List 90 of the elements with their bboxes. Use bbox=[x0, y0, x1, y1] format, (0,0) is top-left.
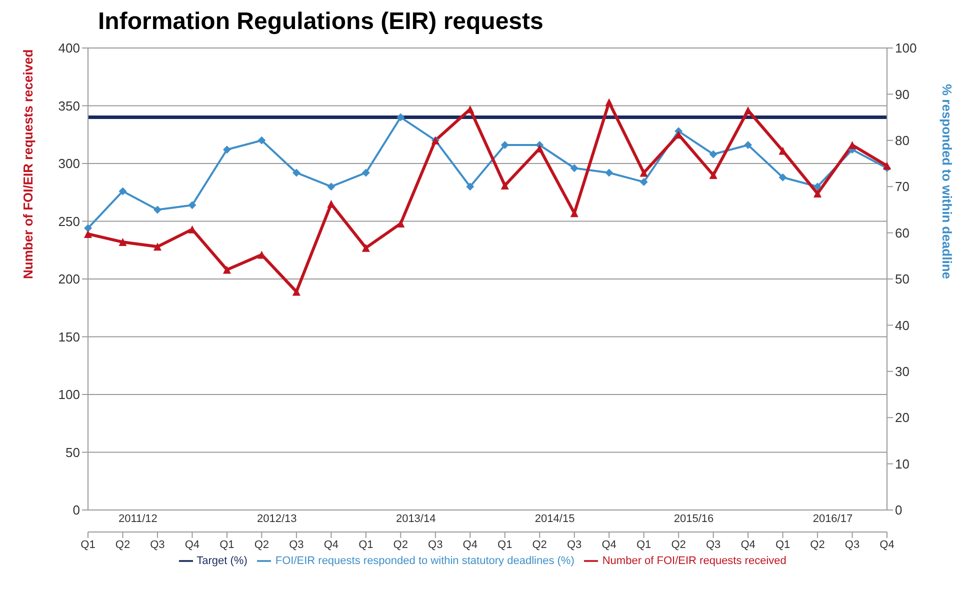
text: 2016/17 bbox=[812, 513, 853, 525]
point bbox=[222, 266, 231, 274]
y2-tick-label: 60 bbox=[895, 225, 910, 240]
y-tick-label: 50 bbox=[66, 444, 80, 460]
y2-tick-label: 40 bbox=[895, 318, 910, 333]
x-tick-label: Q2 bbox=[810, 538, 825, 551]
y-tick-label: 250 bbox=[58, 214, 80, 229]
x-tick-label: Q2 bbox=[115, 538, 130, 551]
point bbox=[396, 220, 405, 228]
x-tick-label: Q2 bbox=[671, 538, 686, 551]
point bbox=[222, 146, 231, 154]
x-tick-label: Q3 bbox=[150, 538, 165, 551]
point bbox=[396, 113, 405, 122]
x-tick-label: Q4 bbox=[880, 538, 894, 551]
text: 2014/15 bbox=[534, 513, 575, 525]
x-tick-label: Q1 bbox=[220, 538, 234, 551]
chart-title: Information Regulations (EIR) requests bbox=[97, 8, 544, 37]
y-tick-label: 100 bbox=[58, 387, 80, 402]
y-tick-label: 150 bbox=[58, 329, 80, 344]
x-tick-label: Q2 bbox=[393, 538, 408, 551]
x-tick-label: Q3 bbox=[567, 538, 582, 551]
y2-axis-title: % responded to within deadline bbox=[939, 84, 954, 279]
y-axis-title: Number of FOI/EIR requests received bbox=[20, 49, 36, 279]
legend-label: FOI/EIR requests responded to within statutory deadlines (%) bbox=[275, 554, 574, 567]
y-tick-label: 200 bbox=[58, 272, 80, 287]
y2-tick-label: 0 bbox=[895, 502, 902, 518]
point bbox=[744, 141, 752, 150]
point bbox=[500, 141, 509, 150]
x-tick-label: Q4 bbox=[740, 538, 756, 551]
point bbox=[292, 168, 300, 177]
x-tick-label: Q4 bbox=[462, 538, 478, 551]
y-tick-label: 0 bbox=[72, 502, 80, 518]
x-tick-label: Q3 bbox=[289, 538, 304, 551]
point bbox=[327, 182, 336, 191]
y2-tick-label: 10 bbox=[895, 456, 910, 472]
y-tick-label: 350 bbox=[58, 98, 80, 114]
text: 2011/12 bbox=[118, 513, 158, 525]
point bbox=[814, 190, 822, 198]
x-tick-label: Q3 bbox=[428, 538, 443, 551]
y2-tick-label: 80 bbox=[895, 133, 910, 148]
point bbox=[153, 206, 162, 214]
point bbox=[848, 141, 856, 150]
point bbox=[640, 178, 648, 186]
point bbox=[466, 182, 474, 191]
x-tick-label: Q3 bbox=[706, 538, 721, 551]
point bbox=[118, 238, 127, 246]
point bbox=[570, 164, 578, 172]
point bbox=[362, 244, 370, 252]
point bbox=[883, 162, 891, 170]
point bbox=[500, 181, 509, 190]
x-tick-label: Q2 bbox=[532, 538, 547, 551]
text: 2012/13 bbox=[257, 513, 297, 525]
text: 2013/14 bbox=[396, 513, 436, 525]
x-tick-label: Q4 bbox=[324, 538, 339, 551]
y2-tick-label: 70 bbox=[895, 179, 910, 194]
x-tick-label: Q1 bbox=[358, 538, 374, 551]
point bbox=[709, 150, 718, 158]
point bbox=[118, 187, 127, 196]
y-tick-label: 400 bbox=[58, 40, 80, 56]
point bbox=[814, 182, 822, 191]
point bbox=[292, 288, 300, 296]
x-tick-label: Q1 bbox=[636, 538, 652, 551]
point bbox=[778, 173, 787, 182]
point bbox=[362, 168, 370, 177]
x-tick-label: Q4 bbox=[184, 538, 200, 551]
x-tick-label: Q2 bbox=[254, 538, 270, 551]
y2-tick-label: 90 bbox=[895, 86, 910, 102]
legend-label: Target (%) bbox=[196, 554, 248, 567]
point bbox=[709, 171, 718, 180]
x-tick-label: Q3 bbox=[844, 538, 860, 551]
y-tick-label: 300 bbox=[58, 156, 80, 172]
x-tick-label: Q1 bbox=[80, 538, 96, 551]
point bbox=[640, 168, 648, 177]
point bbox=[258, 136, 266, 144]
x-tick-label: Q1 bbox=[775, 538, 790, 551]
y2-tick-label: 100 bbox=[895, 40, 917, 56]
point bbox=[84, 224, 92, 232]
legend-label: Number of FOI/EIR requests received bbox=[602, 554, 786, 567]
y2-tick-label: 30 bbox=[895, 364, 910, 380]
point bbox=[778, 146, 787, 155]
x-tick-label: Q4 bbox=[602, 538, 616, 551]
y2-tick-label: 20 bbox=[895, 410, 910, 426]
text: 2015/16 bbox=[674, 513, 714, 525]
point bbox=[188, 201, 196, 210]
point bbox=[153, 242, 162, 251]
y2-tick-label: 50 bbox=[895, 272, 910, 287]
point bbox=[605, 168, 614, 177]
point bbox=[605, 98, 614, 106]
point bbox=[84, 230, 92, 238]
x-tick-label: Q1 bbox=[498, 538, 512, 551]
